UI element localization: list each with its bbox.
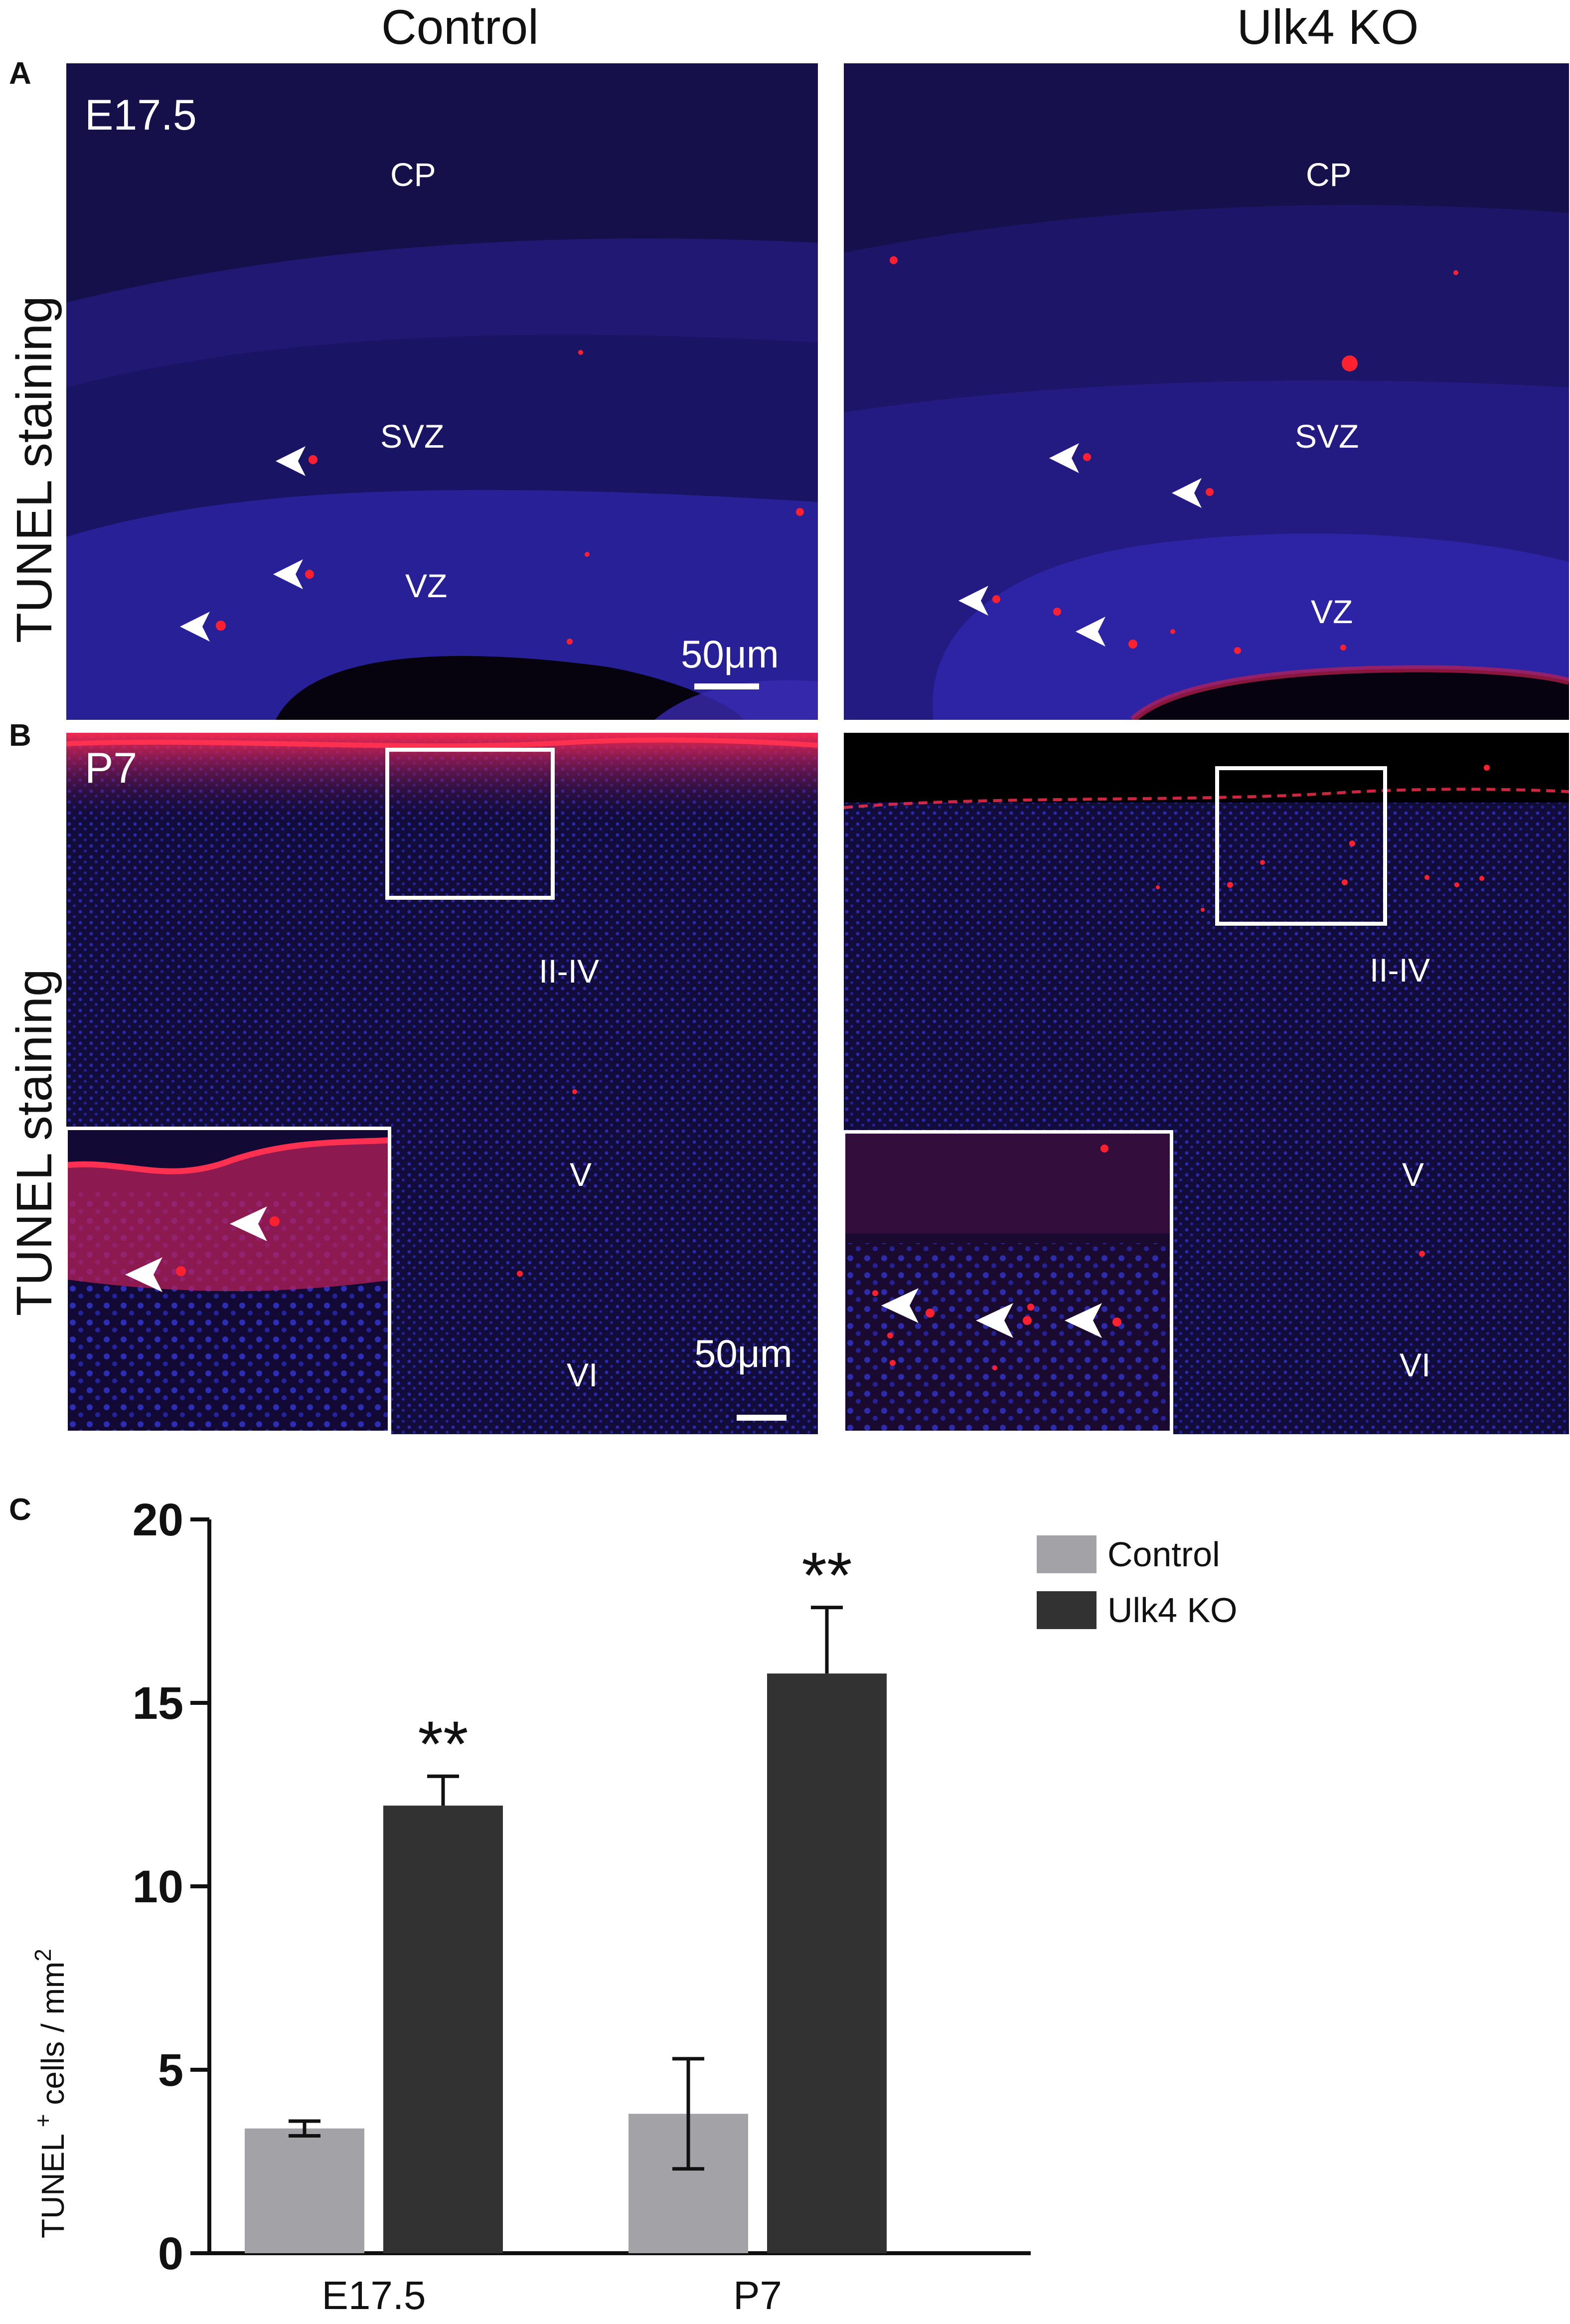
x-tick-label: P7 bbox=[733, 2273, 782, 2318]
y-tick-label: 20 bbox=[133, 1494, 183, 1545]
micrograph-b-control: P7 II-IV V VI 50μm bbox=[66, 733, 818, 1434]
legend-swatch-ulk4-ko bbox=[1037, 1591, 1097, 1629]
y-tick-label: 5 bbox=[158, 2045, 183, 2096]
x-tick-label: E17.5 bbox=[321, 2273, 426, 2318]
bar-ulk4-ko-p7 bbox=[767, 1673, 887, 2253]
scale-bar-a bbox=[694, 683, 759, 689]
micrograph-b-ko: II-IV V VI bbox=[844, 733, 1569, 1434]
roi-box-b-ko bbox=[1215, 766, 1387, 926]
layer-label-a-ko-cp: CP bbox=[1306, 156, 1352, 193]
stage-label-a: E17.5 bbox=[85, 91, 197, 139]
y-tick-label: 0 bbox=[158, 2228, 183, 2279]
legend-swatch-control bbox=[1037, 1535, 1097, 1573]
panel-letter-a: A bbox=[9, 56, 31, 91]
scale-bar-b bbox=[737, 1415, 786, 1421]
inset-b-ko-image bbox=[845, 1134, 1170, 1431]
arrowhead-icons-b-ko bbox=[881, 1288, 1102, 1338]
significance-marker: ** bbox=[801, 1539, 852, 1612]
scale-bar-label-b: 50μm bbox=[694, 1331, 792, 1375]
stage-label-b: P7 bbox=[85, 744, 138, 792]
layer-label-b-ko-ii-iv: II-IV bbox=[1370, 952, 1430, 989]
layer-label-b-ko-v: V bbox=[1402, 1156, 1424, 1193]
legend-label-control: Control bbox=[1107, 1535, 1220, 1574]
bar-ulk4-ko-e175 bbox=[383, 1806, 503, 2253]
legend-label-ulk4-ko: Ulk4 KO bbox=[1107, 1591, 1238, 1630]
panel-letter-b: B bbox=[9, 718, 31, 753]
y-tick-label: 10 bbox=[133, 1861, 183, 1912]
micrograph-a-ko-image bbox=[844, 63, 1569, 720]
layer-label-b-control-vi: VI bbox=[567, 1356, 598, 1393]
layer-label-b-control-ii-iv: II-IV bbox=[539, 953, 600, 990]
column-header-ulk4-ko: Ulk4 KO bbox=[1237, 0, 1419, 54]
row-label-b: TUNEL staining bbox=[6, 969, 62, 1316]
roi-box-b-control bbox=[385, 748, 555, 900]
inset-b-ko bbox=[844, 1130, 1173, 1434]
layer-label-b-ko-vi: VI bbox=[1400, 1346, 1431, 1383]
layer-label-a-control-svz: SVZ bbox=[380, 418, 445, 455]
significance-marker: ** bbox=[418, 1707, 468, 1780]
column-header-control: Control bbox=[381, 0, 539, 54]
bar-chart: 0 5 10 15 20 TUNEL + cells / mm2 ** E17.5 ** P7 Co… bbox=[30, 1494, 1238, 2318]
scale-bar-label-a: 50μm bbox=[681, 632, 779, 676]
micrograph-a-control: E17.5 CP SVZ VZ 50μm bbox=[66, 63, 818, 720]
arrowhead-icons-b-control bbox=[125, 1206, 267, 1292]
layer-label-a-ko-vz: VZ bbox=[1311, 593, 1353, 630]
inset-b-control-image bbox=[68, 1130, 388, 1431]
row-label-a: TUNEL staining bbox=[6, 296, 62, 643]
y-tick-label: 15 bbox=[133, 1678, 183, 1729]
panel-letter-c: C bbox=[9, 1493, 31, 1527]
micrograph-a-ko: CP SVZ VZ bbox=[844, 63, 1569, 720]
layer-label-a-ko-svz: SVZ bbox=[1295, 418, 1359, 455]
arrowhead-icons-a-control bbox=[180, 446, 306, 642]
layer-label-a-control-cp: CP bbox=[390, 156, 436, 193]
y-axis-label: TUNEL + cells / mm2 bbox=[30, 1949, 71, 2238]
layer-label-b-control-v: V bbox=[570, 1156, 592, 1193]
inset-b-control bbox=[66, 1127, 391, 1434]
micrograph-a-control-image bbox=[66, 63, 818, 720]
arrowhead-icons-a-ko bbox=[958, 443, 1202, 647]
bar-control-e175 bbox=[245, 2128, 364, 2253]
micrograph-b-control-image bbox=[66, 733, 818, 1434]
layer-label-a-control-vz: VZ bbox=[405, 567, 448, 604]
